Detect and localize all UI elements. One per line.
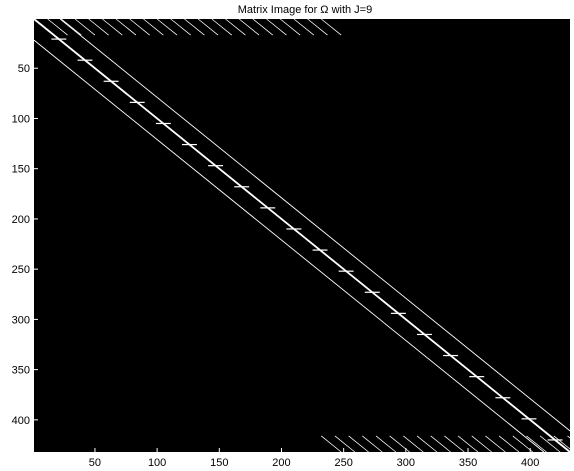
off-diagonal-2	[59, 18, 571, 432]
corner-stripe	[197, 18, 219, 36]
chart-title: Matrix Image for Ω with J=9	[238, 4, 372, 16]
corner-stripe	[47, 18, 68, 36]
x-tick-label: 350	[459, 457, 477, 469]
y-tick-label: 400	[12, 415, 30, 427]
matrix-pattern	[33, 18, 574, 453]
corner-stripe	[143, 18, 164, 36]
y-tick-label: 50	[18, 63, 30, 75]
corner-stripe	[252, 18, 274, 36]
corner-stripe	[512, 435, 533, 453]
x-tick-label: 400	[521, 457, 539, 469]
x-axis: 50 100 150 200 250 300 350 400	[89, 448, 539, 469]
x-tick-label: 300	[397, 457, 415, 469]
corner-stripe	[403, 435, 424, 453]
corner-stripe	[457, 435, 479, 453]
corner-stripe	[334, 435, 356, 453]
corner-stripe	[33, 18, 55, 36]
corner-stripe	[471, 435, 492, 453]
corner-stripe	[170, 18, 191, 36]
x-tick-label: 50	[89, 457, 101, 469]
corner-stripe	[115, 18, 137, 36]
corner-stripe	[416, 435, 438, 453]
corner-stripe	[266, 18, 287, 36]
corner-stripe	[430, 435, 451, 453]
corner-stripe	[539, 435, 561, 453]
corner-stripe	[211, 18, 232, 36]
x-tick-label: 150	[210, 457, 228, 469]
corner-stripe	[307, 18, 328, 36]
corner-stripe	[225, 18, 246, 36]
x-tick-label: 200	[272, 457, 290, 469]
corner-stripe	[375, 435, 397, 453]
corner-stripe	[61, 18, 82, 36]
corner-stripe	[498, 435, 520, 453]
corner-stripe	[102, 18, 123, 36]
corner-stripe	[526, 435, 547, 453]
y-tick-label: 300	[12, 314, 30, 326]
corner-stripe	[444, 435, 465, 453]
corner-stripe	[567, 435, 574, 442]
off-diagonal-1	[33, 39, 545, 453]
corner-stripe	[348, 435, 369, 453]
corner-stripe	[321, 18, 342, 36]
y-tick-label: 100	[12, 113, 30, 125]
corner-stripe	[129, 18, 150, 36]
main-diagonal	[33, 18, 571, 453]
corner-stripe	[74, 18, 96, 36]
corner-stripe	[293, 18, 315, 36]
y-tick-label: 150	[12, 164, 30, 176]
corner-stripe	[238, 18, 260, 36]
x-tick-label: 100	[148, 457, 166, 469]
corner-stripe	[485, 435, 506, 453]
corner-stripe	[88, 18, 109, 36]
y-tick-label: 350	[12, 365, 30, 377]
corner-stripe	[156, 18, 178, 36]
y-tick-label: 250	[12, 264, 30, 276]
y-tick-label: 200	[12, 214, 30, 226]
corner-stripe	[321, 435, 342, 453]
x-tick-label: 250	[334, 457, 352, 469]
corner-stripe	[279, 18, 301, 36]
y-axis: 50 100 150 200 250 300 350 400	[12, 63, 38, 427]
corner-stripe	[184, 18, 205, 36]
corner-stripe	[553, 435, 574, 453]
corner-stripe	[362, 435, 383, 453]
